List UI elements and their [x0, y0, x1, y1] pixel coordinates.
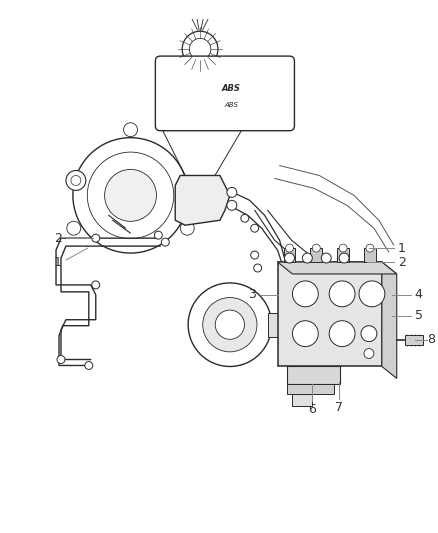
- Circle shape: [215, 310, 244, 340]
- Text: 8: 8: [427, 333, 435, 346]
- Circle shape: [92, 281, 100, 289]
- Circle shape: [366, 244, 374, 252]
- Polygon shape: [175, 175, 230, 225]
- Circle shape: [188, 283, 272, 367]
- Bar: [287, 367, 339, 384]
- Circle shape: [67, 221, 81, 235]
- Circle shape: [364, 349, 374, 359]
- Circle shape: [73, 138, 188, 253]
- Circle shape: [124, 123, 138, 136]
- Circle shape: [85, 361, 93, 369]
- Circle shape: [87, 152, 174, 239]
- Bar: [364, 248, 376, 262]
- Bar: [311, 248, 322, 262]
- Text: 4: 4: [415, 288, 423, 301]
- Text: 2: 2: [54, 232, 62, 245]
- Bar: [337, 248, 349, 262]
- Circle shape: [105, 169, 156, 221]
- Circle shape: [92, 234, 100, 242]
- Bar: [293, 394, 312, 406]
- Circle shape: [251, 224, 259, 232]
- Circle shape: [339, 244, 347, 252]
- Circle shape: [361, 326, 377, 342]
- Circle shape: [180, 221, 194, 235]
- Text: ABS: ABS: [224, 102, 238, 108]
- Circle shape: [329, 321, 355, 346]
- Circle shape: [154, 231, 162, 239]
- Text: 7: 7: [335, 401, 343, 414]
- Circle shape: [254, 264, 261, 272]
- Circle shape: [339, 253, 349, 263]
- Text: 5: 5: [415, 309, 423, 322]
- Circle shape: [251, 251, 259, 259]
- Circle shape: [227, 188, 237, 197]
- Bar: [278, 262, 382, 367]
- Polygon shape: [278, 262, 397, 274]
- Circle shape: [286, 244, 293, 252]
- Circle shape: [71, 175, 81, 185]
- FancyBboxPatch shape: [155, 56, 294, 131]
- Text: 1: 1: [54, 255, 62, 269]
- Circle shape: [182, 31, 218, 67]
- Text: 3: 3: [248, 288, 256, 301]
- Circle shape: [241, 214, 249, 222]
- Polygon shape: [382, 262, 397, 378]
- Circle shape: [203, 297, 257, 352]
- Text: ABS: ABS: [222, 84, 241, 93]
- Bar: [405, 335, 423, 345]
- Text: 6: 6: [308, 403, 316, 416]
- Circle shape: [329, 281, 355, 307]
- Text: 1: 1: [398, 241, 406, 255]
- Circle shape: [57, 356, 65, 364]
- Circle shape: [359, 281, 385, 307]
- Circle shape: [189, 38, 211, 60]
- Circle shape: [227, 200, 237, 211]
- Circle shape: [285, 253, 294, 263]
- Circle shape: [312, 244, 320, 252]
- Circle shape: [293, 321, 318, 346]
- Circle shape: [293, 281, 318, 307]
- Circle shape: [66, 171, 86, 190]
- Text: 2: 2: [398, 255, 406, 269]
- Bar: [283, 248, 295, 262]
- Circle shape: [161, 238, 169, 246]
- Circle shape: [302, 253, 312, 263]
- Bar: [287, 384, 335, 394]
- Bar: [268, 313, 287, 337]
- Circle shape: [321, 253, 331, 263]
